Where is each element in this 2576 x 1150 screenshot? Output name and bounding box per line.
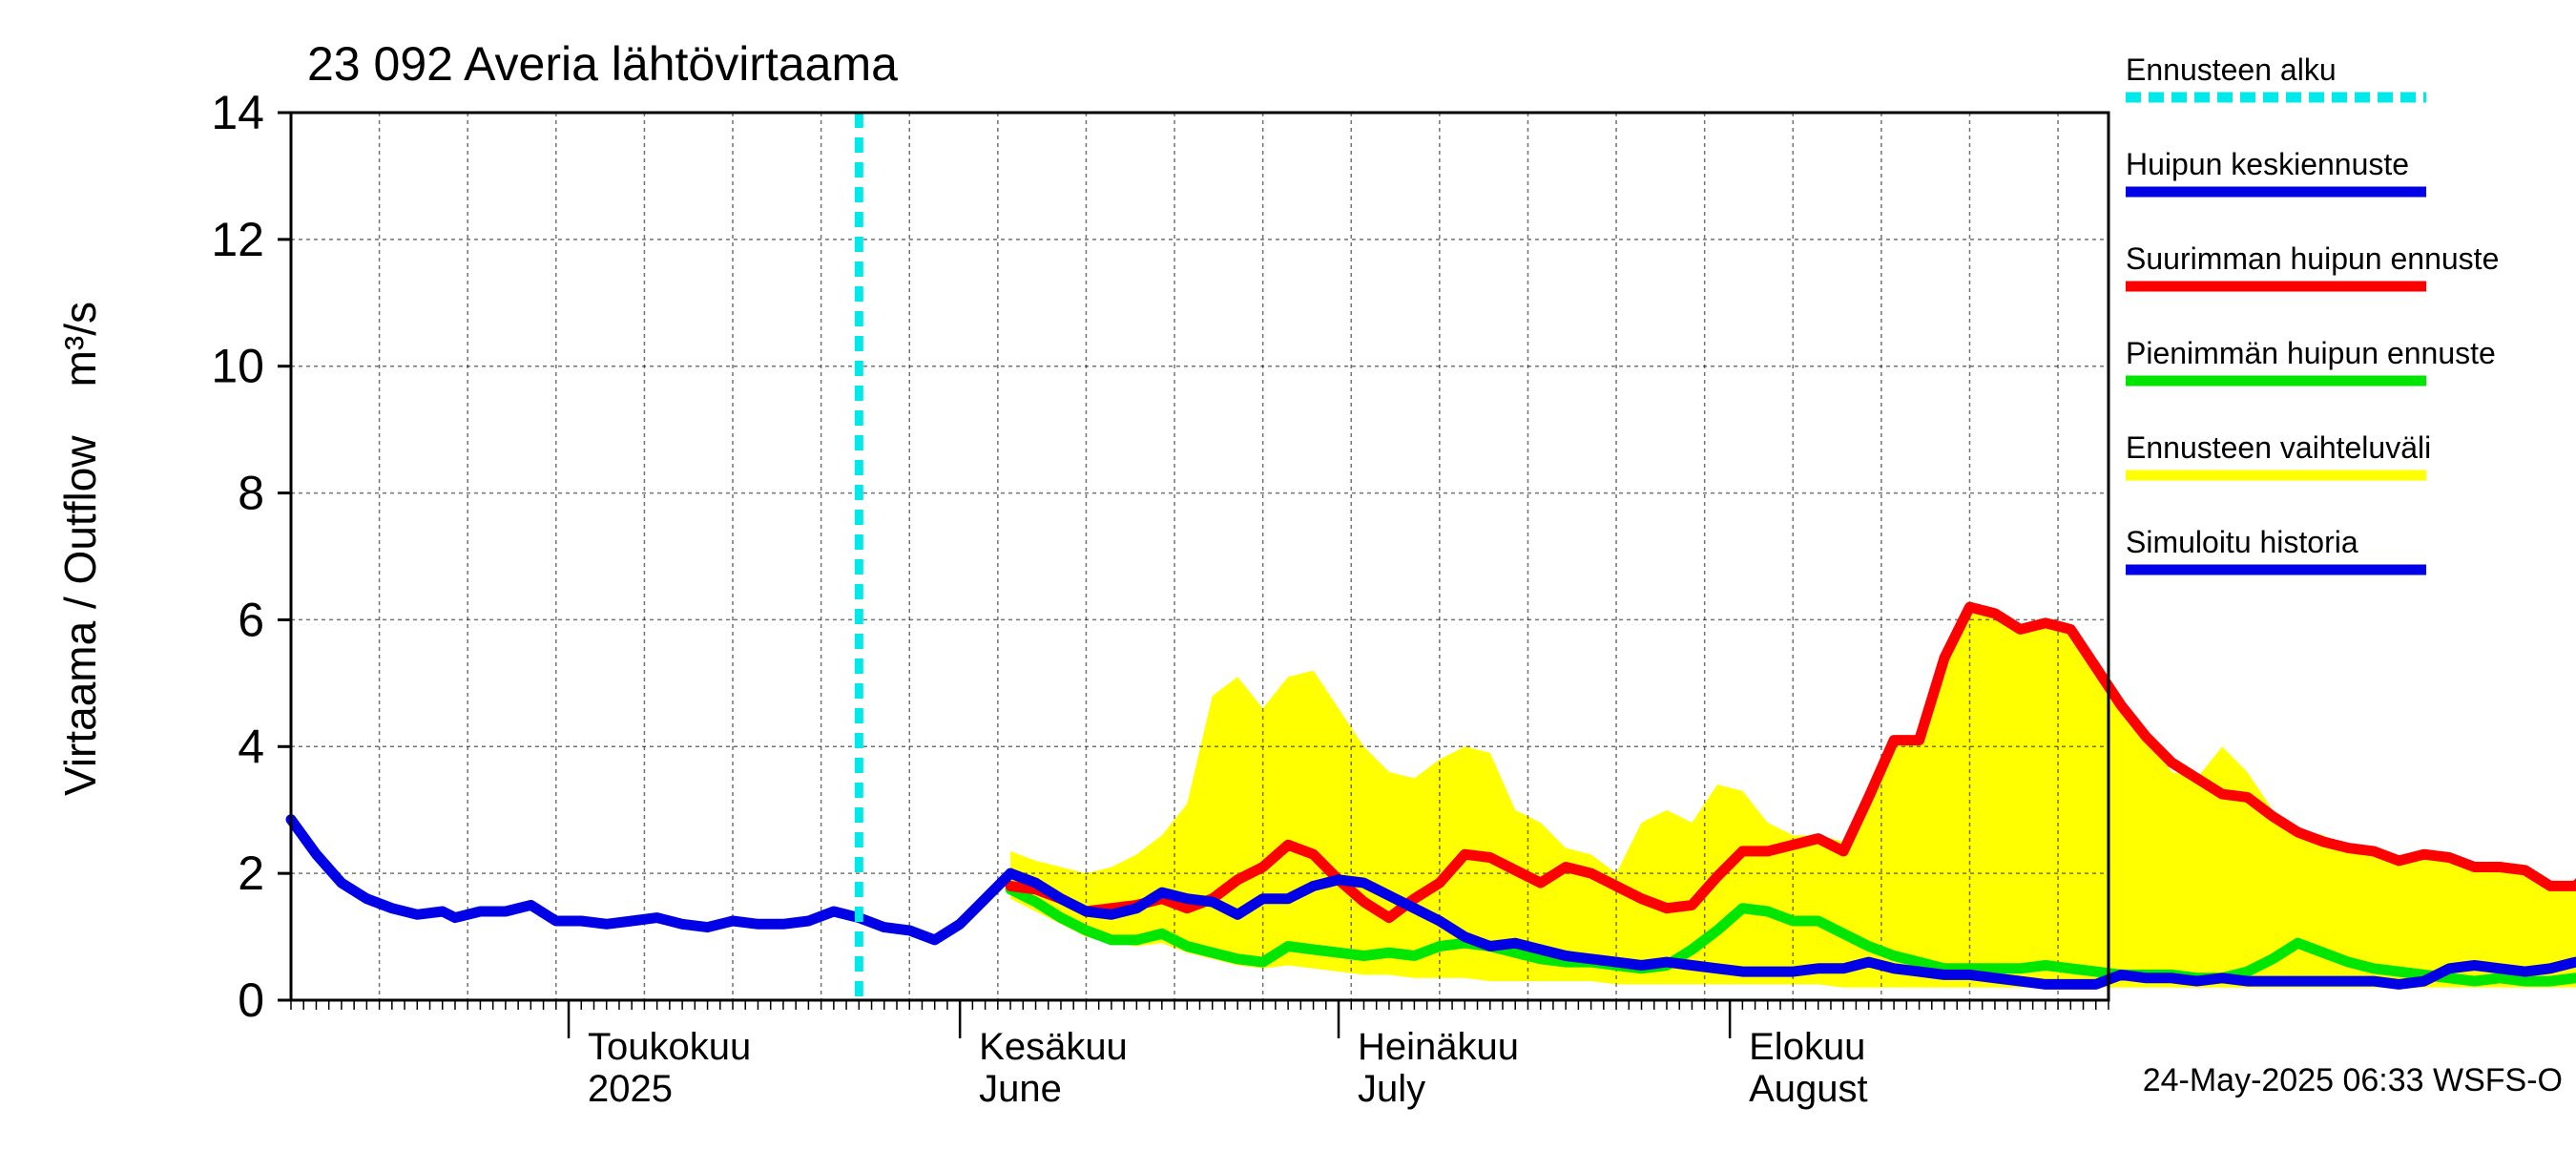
x-month-label-secondary: July xyxy=(1358,1068,1425,1110)
x-month-label-secondary: August xyxy=(1749,1068,1868,1110)
legend-label: Pienimmän huipun ennuste xyxy=(2126,336,2496,370)
y-tick-label: 2 xyxy=(238,847,264,900)
x-month-label: Elokuu xyxy=(1749,1026,1865,1068)
legend-layer: Ennusteen alku Huipun keskiennuste Suurimm… xyxy=(2126,52,2499,575)
legend-label: Suurimman huipun ennuste xyxy=(2126,241,2499,276)
y-tick-label: 8 xyxy=(238,467,264,520)
chart-title: 23 092 Averia lähtövirtaama xyxy=(307,37,898,91)
x-month-label-secondary: 2025 xyxy=(588,1068,673,1110)
legend-label: Ennusteen vaihteluväli xyxy=(2126,430,2431,465)
x-month-label: Heinäkuu xyxy=(1358,1026,1519,1068)
legend-label: Simuloitu historia xyxy=(2126,525,2358,559)
series-line-huipun-keskiennuste xyxy=(1005,868,2576,990)
legend-label: Huipun keskiennuste xyxy=(2126,147,2409,181)
y-tick-label: 12 xyxy=(211,213,264,266)
series-line-suurimman-huipun-ennuste xyxy=(1005,601,2576,924)
footer-timestamp: 24-May-2025 06:33 WSFS-O xyxy=(2143,1062,2563,1098)
x-month-label-secondary: June xyxy=(979,1068,1062,1110)
y-tick-label: 0 xyxy=(238,973,264,1027)
y-tick-label: 4 xyxy=(238,720,264,773)
y-tick-label: 10 xyxy=(211,340,264,393)
x-month-label: Kesäkuu xyxy=(979,1026,1128,1068)
y-axis-label: Virtaama / Outflow m³/s xyxy=(55,302,105,796)
x-month-label: Toukokuu xyxy=(588,1026,751,1068)
y-tick-label: 14 xyxy=(211,86,264,139)
band-layer xyxy=(1010,607,2576,988)
series-line-simuloitu-historia xyxy=(285,814,1016,946)
series-layer xyxy=(285,113,2576,1000)
forecast-range-band xyxy=(1010,607,2576,988)
y-tick-label: 6 xyxy=(238,593,264,646)
legend-label: Ennusteen alku xyxy=(2126,52,2337,87)
grid-layer xyxy=(291,113,2109,1000)
